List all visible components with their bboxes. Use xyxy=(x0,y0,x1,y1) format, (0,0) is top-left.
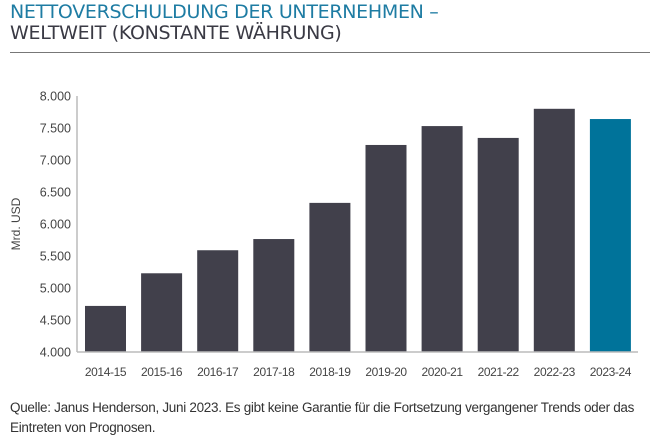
bars xyxy=(85,108,631,352)
x-tick-label: 2019-20 xyxy=(365,365,407,379)
y-tick-label: 4.000 xyxy=(40,346,71,360)
bar-2020-21 xyxy=(421,126,463,352)
y-tick-label: 4.500 xyxy=(40,314,71,328)
chart-title-line1: NETTOVERSCHULDUNG DER UNTERNEHMEN – xyxy=(10,1,439,23)
x-tick-label: 2021-22 xyxy=(478,365,520,379)
y-axis-ticks: 4.000 4.500 5.000 5.500 6.000 6.500 7.000 7.500… xyxy=(40,90,71,360)
bar-2023-24 xyxy=(589,119,631,352)
x-tick-label: 2023-24 xyxy=(590,365,632,379)
source-note: Quelle: Janus Henderson, Juni 2023. Es g… xyxy=(10,400,635,435)
y-axis-label: Mrd. USD xyxy=(9,197,23,250)
bar-2021-22 xyxy=(477,137,519,352)
chart-title: NETTOVERSCHULDUNG DER UNTERNEHMEN – WELT… xyxy=(10,2,439,44)
bar-2017-18 xyxy=(253,239,295,352)
x-tick-label: 2018-19 xyxy=(309,365,351,379)
y-tick-label: 6.000 xyxy=(40,218,71,232)
x-tick-label: 2020-21 xyxy=(421,365,463,379)
bar-chart: Mrd. USD 4.000 4.500 5.000 5.500 6.000 6.500 7… xyxy=(9,90,638,379)
y-tick-label: 6.500 xyxy=(40,186,71,200)
y-tick-label: 5.500 xyxy=(40,250,71,264)
bar-2014-15 xyxy=(85,305,126,352)
bar-2019-20 xyxy=(365,144,407,352)
x-tick-label: 2015-16 xyxy=(141,365,183,379)
bar-2022-23 xyxy=(533,108,575,352)
y-tick-label: 7.500 xyxy=(40,122,71,136)
bar-2016-17 xyxy=(197,250,239,352)
y-tick-label: 8.000 xyxy=(40,90,71,104)
y-tick-label: 7.000 xyxy=(40,154,71,168)
bar-2015-16 xyxy=(141,273,183,352)
x-axis-ticks: 2014-15 2015-16 2016-17 2017-18 2018-19 2019-… xyxy=(85,365,632,379)
x-tick-label: 2017-18 xyxy=(253,365,295,379)
x-tick-label: 2022-23 xyxy=(534,365,576,379)
x-tick-label: 2014-15 xyxy=(85,365,127,379)
bar-2018-19 xyxy=(309,202,351,352)
y-tick-label: 5.000 xyxy=(40,282,71,296)
title-divider xyxy=(10,52,650,53)
x-tick-label: 2016-17 xyxy=(197,365,239,379)
chart-title-line2: WELTWEIT (KONSTANTE WÄHRUNG) xyxy=(10,22,342,44)
